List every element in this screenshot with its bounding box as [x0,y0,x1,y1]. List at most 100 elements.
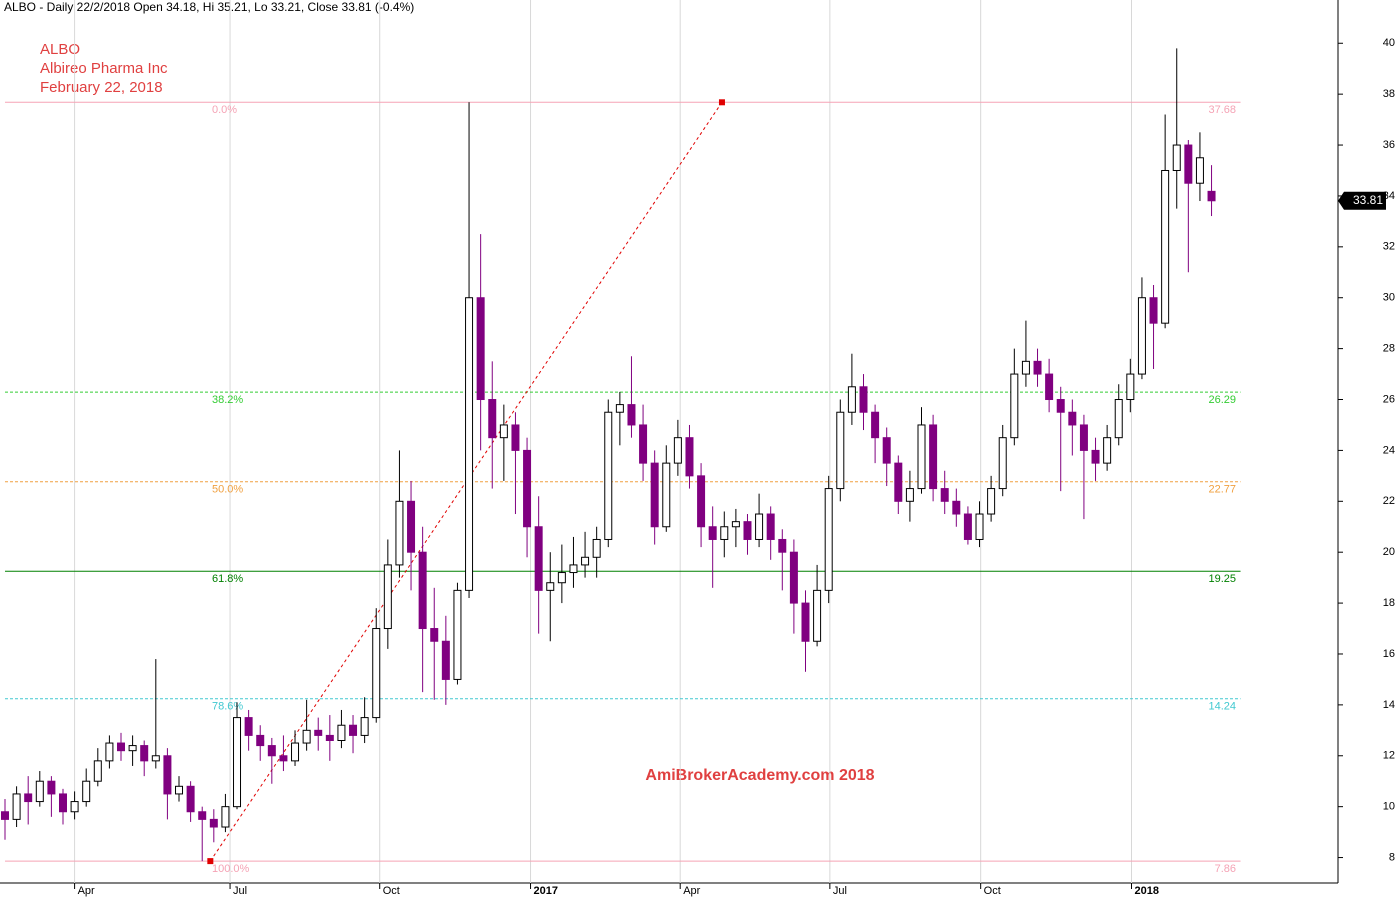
candle-body [244,717,253,736]
candle-body [604,411,613,540]
candle-body [105,742,114,762]
candle-body [731,521,740,528]
x-tick-label: Oct [383,885,400,897]
candle-body [198,811,207,820]
fib-label: 50.0% [212,484,243,496]
x-tick-label: 2018 [1134,885,1158,897]
candle-body [82,780,91,803]
fib-label: 100.0% [212,863,250,875]
candle-body [337,724,346,741]
fib-value: 7.86 [1215,863,1236,875]
candle-body [12,793,21,820]
y-tick-label: 32 [1383,241,1395,253]
candle-body [789,551,798,604]
company: Albireo Pharma Inc [40,60,168,77]
candle-body [1056,399,1065,413]
candle-body [523,449,532,528]
candle-body [1068,411,1077,426]
candle-body [117,742,126,752]
fib-value: 26.29 [1208,394,1236,406]
candle-body [360,717,369,736]
candle-body [1103,437,1112,464]
candle-body [499,424,508,439]
fib-anchor [718,99,725,106]
ticker: ALBO [40,41,80,58]
x-tick-label: Oct [984,885,1001,897]
candle-body [1114,399,1123,439]
candle-body [175,785,184,795]
candle-body [221,806,230,828]
watermark: AmiBrokerAcademy.com 2018 [645,767,874,784]
candle-body [963,513,972,540]
x-tick-label: Apr [683,885,700,897]
fib-anchor [207,858,214,865]
candle-body [0,811,9,820]
fib-label: 61.8% [212,573,243,585]
y-tick-label: 26 [1383,393,1395,405]
y-tick-label: 28 [1383,343,1395,355]
candle-body [383,564,392,630]
candle-body [279,755,288,762]
candle-body [47,780,56,795]
candle-body [511,424,520,451]
y-tick-label: 16 [1383,648,1395,660]
candle-body [1021,360,1030,375]
candle-body [778,538,787,553]
candle-body [720,526,729,540]
x-tick-label: Jul [233,885,247,897]
candle-body [685,437,694,477]
candle-body [569,564,578,574]
y-tick-label: 20 [1383,546,1395,558]
candle-body [859,386,868,413]
candle-body [267,745,276,757]
fib-label: 38.2% [212,394,243,406]
candle-body [998,437,1007,490]
candle-body [639,424,648,464]
candle-body [813,589,822,642]
candle-body [905,488,914,502]
candle-body [662,462,671,528]
candle-body [824,488,833,591]
candle-body [372,628,381,719]
candle-body [940,488,949,502]
candle-body [557,572,566,584]
candle-body [1207,190,1216,202]
candle-body [325,734,334,741]
candle-body [186,785,195,813]
candle-body [546,582,555,591]
candle-body [871,411,880,439]
fib-value: 22.77 [1208,484,1236,496]
candle-body [847,386,856,413]
candle-body [1195,157,1204,184]
x-tick-label: Apr [78,885,95,897]
candle-body [929,424,938,490]
candle-body [441,640,450,680]
fib-value: 19.25 [1208,573,1236,585]
candle-body [151,755,160,762]
candle-body [233,717,242,808]
header: ALBO - Daily 22/2/2018 Open 34.18, Hi 35… [4,0,414,14]
x-tick-label: 2017 [534,885,558,897]
x-tick-label: Jul [833,885,847,897]
candle-body [465,297,474,591]
fib-label: 0.0% [212,104,237,116]
y-tick-label: 36 [1383,139,1395,151]
candle-body [987,488,996,515]
candle-body [650,462,659,528]
candle-body [291,742,300,762]
candle-body [302,729,311,744]
candle-body [534,526,543,591]
candle-body [1091,449,1100,464]
candle-body [1149,297,1158,324]
candle-body [581,556,590,566]
candle-body [453,589,462,680]
fib-label: 78.6% [212,701,243,713]
candle-body [882,437,891,464]
y-tick-label: 12 [1383,750,1395,762]
y-tick-label: 8 [1389,851,1395,863]
candle-body [975,513,984,540]
candle-body [163,755,172,795]
candle-body [209,818,218,828]
candle-body [395,500,404,566]
